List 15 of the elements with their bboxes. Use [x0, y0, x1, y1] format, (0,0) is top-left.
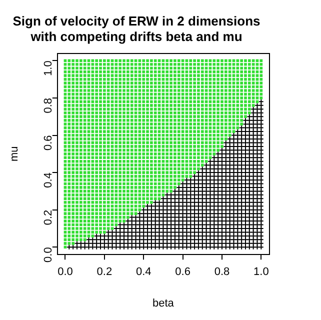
y-tick-label: 0.2 — [42, 210, 54, 226]
chart-title: Sign of velocity of ERW in 2 dimensions with competing drifts beta and mu — [12, 13, 260, 44]
x-tick-label: 0.2 — [96, 266, 112, 278]
x-tick-label: 0.6 — [175, 266, 190, 278]
x-tick-label: 0.4 — [136, 266, 152, 278]
y-tick-label: 0.8 — [42, 98, 54, 114]
y-tick-label: 0.4 — [42, 172, 54, 188]
y-tick-label: 1.0 — [42, 60, 54, 76]
y-tick-label: 0.6 — [42, 135, 54, 151]
x-tick-label: 1.0 — [254, 266, 269, 278]
y-axis-title: mu — [8, 146, 21, 162]
x-tick-label: 0.8 — [214, 266, 230, 278]
x-tick-label: 0.0 — [58, 266, 73, 278]
x-axis-title: beta — [152, 297, 175, 310]
y-tick-label: 0.0 — [42, 247, 54, 262]
